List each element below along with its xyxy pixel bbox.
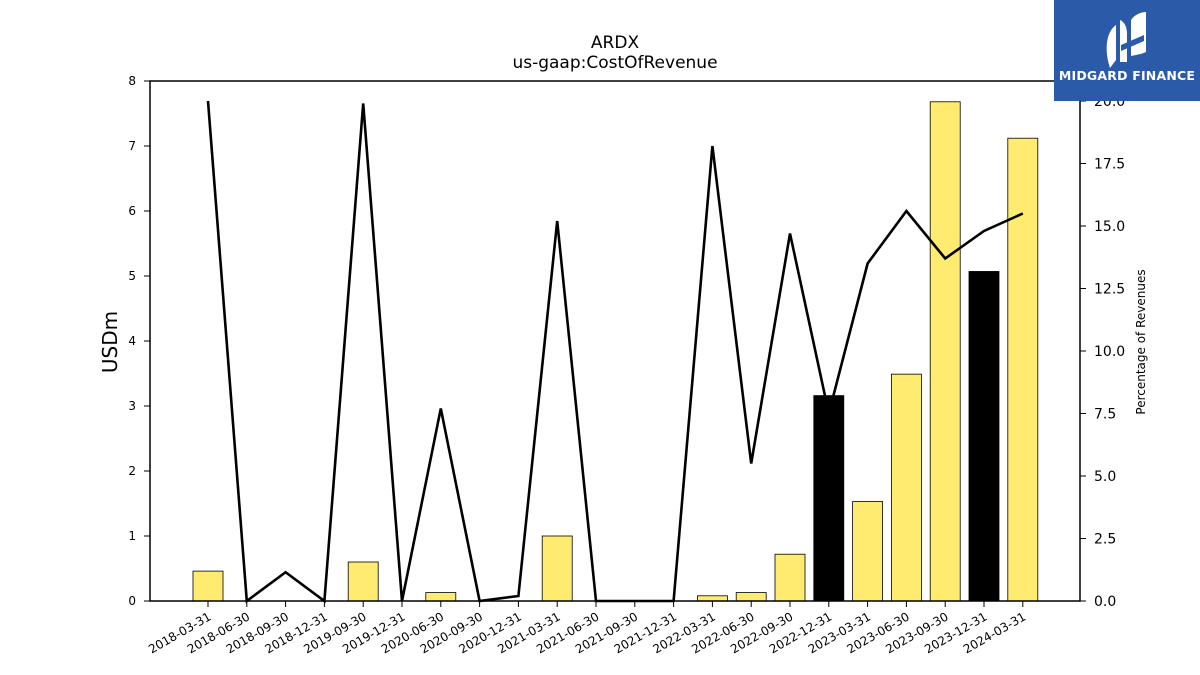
midgard-logo-icon: [1106, 12, 1146, 68]
bar-2022-09-30: [774, 553, 806, 602]
right-axis-ticks: 0.02.55.07.510.012.515.017.520.0: [1080, 94, 1125, 610]
y2-tick-label: 5.0: [1094, 469, 1116, 485]
bar-series: [192, 101, 1039, 602]
y2-tick-label: 10.0: [1094, 344, 1125, 360]
logo-text: MIDGARD FINANCE: [1058, 68, 1196, 83]
y-tick-label: 5: [128, 269, 136, 283]
bar-2022-12-31: [813, 395, 845, 602]
y-tick-label: 1: [128, 529, 136, 543]
bar-2024-03-31: [1007, 137, 1039, 602]
midgard-finance-logo: MIDGARD FINANCE: [1054, 0, 1200, 101]
y2-tick-label: 0.0: [1094, 594, 1116, 610]
bar-2018-03-31: [192, 570, 224, 602]
y-axis-label: USDm: [98, 311, 122, 373]
bar-2023-12-31: [968, 271, 1000, 602]
bar-2022-03-31: [697, 595, 728, 602]
left-axis-ticks: 0 1 2 3 4 5 6 7 8: [128, 74, 150, 608]
y-tick-label: 6: [128, 204, 136, 218]
bar-2023-03-31: [852, 501, 883, 602]
bar-2023-09-30: [929, 101, 961, 602]
x-axis-ticks: 2018-03-312018-06-302018-09-302018-12-31…: [146, 601, 1028, 656]
y2-tick-label: 7.5: [1094, 407, 1116, 423]
y-tick-label: 4: [128, 334, 136, 348]
y-tick-label: 0: [128, 594, 136, 608]
bar-2020-06-30: [425, 592, 457, 602]
y2-tick-label: 12.5: [1094, 282, 1125, 298]
bar-2019-09-30: [347, 561, 379, 602]
y2-tick-label: 2.5: [1094, 532, 1116, 548]
y2-tick-label: 17.5: [1094, 157, 1125, 173]
y-tick-label: 2: [128, 464, 136, 478]
y2-tick-label: 15.0: [1094, 219, 1125, 235]
bar-2021-03-31: [541, 535, 573, 602]
chart-title: ARDX: [591, 33, 640, 53]
chart-subtitle: us-gaap:CostOfRevenue: [512, 53, 717, 73]
bar-2023-06-30: [891, 373, 922, 602]
y2-axis-label: Percentage of Revenues: [1134, 269, 1148, 414]
y-tick-label: 3: [128, 399, 136, 413]
bar-2022-06-30: [735, 592, 767, 602]
y-tick-label: 7: [128, 139, 136, 153]
y-tick-label: 8: [128, 74, 136, 88]
